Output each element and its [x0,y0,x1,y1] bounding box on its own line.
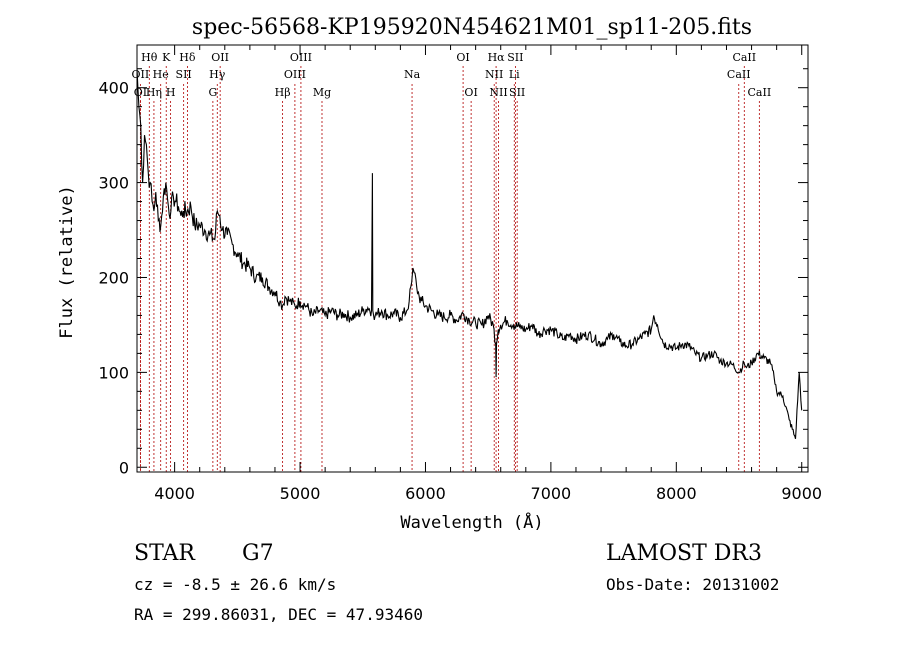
spectral-line-label: OII [132,68,150,81]
spectral-line-label: Na [404,68,421,81]
spectral-line-label: SII [176,68,192,81]
spectral-line-label: Hη [146,86,162,99]
spectral-line-label: CaII [748,86,772,99]
spectral-line-label: Li [509,68,520,81]
spectral-line-label: CaII [727,68,751,81]
spectral-line-label: Hδ [179,51,196,64]
survey-name: LAMOST DR3 [606,541,762,566]
plot-frame [136,44,809,473]
y-tick-label: 300 [98,174,129,193]
y-axis-ticks: 0 100 200 300 400 [98,68,808,477]
y-tick-label: 100 [98,363,129,382]
spectral-line-label: G [208,86,217,99]
spectral-line-markers [139,66,760,472]
spectral-line-label: He [153,68,169,81]
object-subclass: G7 [242,541,274,566]
y-axis-label: Flux (relative) [57,185,77,339]
x-tick-label: 4000 [154,484,195,503]
spectral-line-label: Hα [488,51,506,64]
x-axis-ticks: 4000 5000 6000 7000 8000 9000 [154,45,822,503]
x-tick-label: 6000 [405,484,446,503]
spectral-line-label: Hθ [141,51,158,64]
x-tick-label: 5000 [280,484,321,503]
x-tick-label: 7000 [531,484,572,503]
spectrum-line [136,68,803,439]
spectral-line-label: K [162,51,171,64]
spectral-line-label: NII [489,86,507,99]
spectral-line-label: OI [464,86,477,99]
spectral-line-label: OI [456,51,469,64]
spectral-line-label: CaII [732,51,756,64]
x-tick-label: 9000 [781,484,822,503]
spectral-line-label: Hβ [275,86,291,99]
y-tick-label: 400 [98,79,129,98]
spectral-line-label: SII [509,86,525,99]
spectral-line-label: Hγ [209,68,226,81]
spectral-line-label: H [166,86,176,99]
spectral-line-label: Mg [313,86,331,99]
spectral-line-label: OIII [290,51,312,64]
object-class: STAR [134,541,195,566]
spectral-line-label: SII [507,51,523,64]
spectral-line-label: OII [211,51,229,64]
y-tick-label: 0 [119,458,129,477]
x-tick-label: 8000 [656,484,697,503]
spectral-line-label: OIII [284,68,306,81]
redshift-velocity: cz = -8.5 ± 26.6 km/s [134,575,337,594]
y-tick-label: 200 [98,268,129,287]
coordinates: RA = 299.86031, DEC = 47.93460 [134,605,423,624]
chart-title: spec-56568-KP195920N454621M01_sp11-205.f… [192,15,752,40]
x-axis-label: Wavelength (Å) [400,511,543,533]
observation-date: Obs-Date: 20131002 [606,575,780,594]
spectral-line-label: NII [485,68,503,81]
